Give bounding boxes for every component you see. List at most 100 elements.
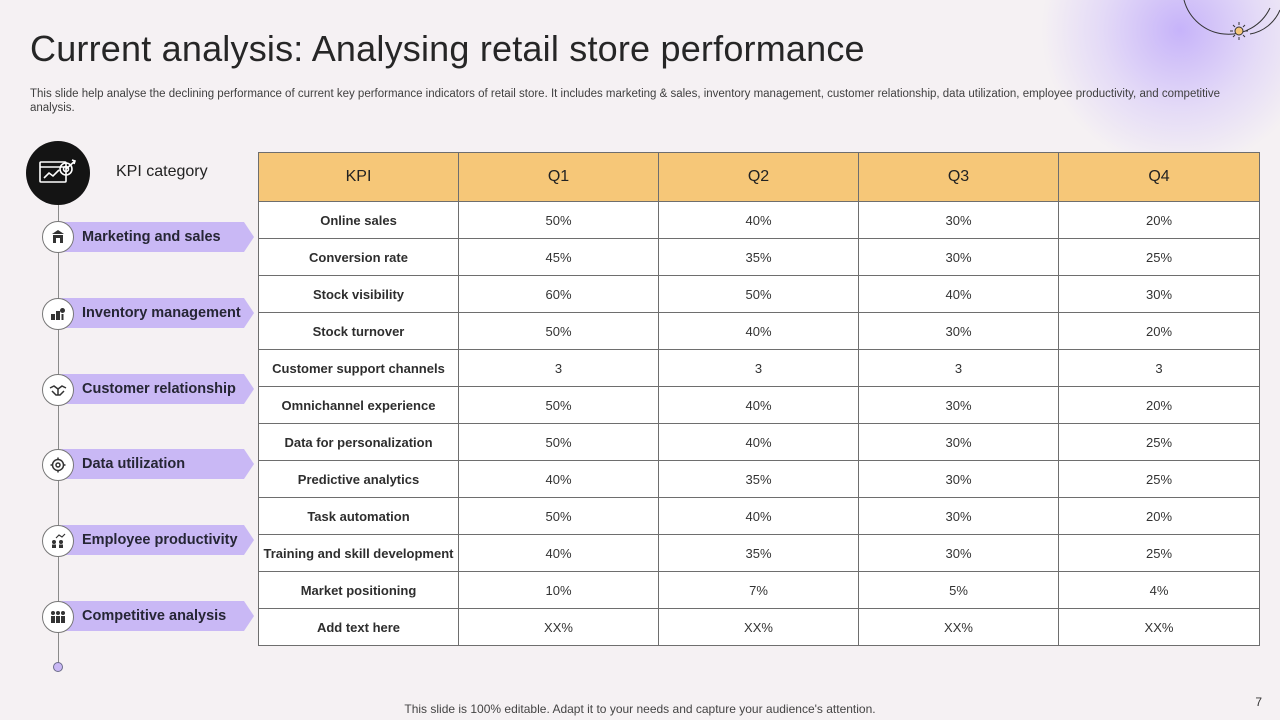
category-banner-marketing — [62, 222, 254, 252]
handshake-icon — [42, 374, 74, 406]
table-cell: 40% — [658, 423, 859, 461]
table-cell: XX% — [1058, 608, 1260, 646]
table-cell: XX% — [458, 608, 659, 646]
table-row: Add text here XX% XX% XX% XX% — [258, 608, 1260, 646]
table-cell: 60% — [458, 275, 659, 313]
table-row: Stock turnover 50% 40% 30% 20% — [258, 312, 1260, 350]
table-cell: 50% — [458, 386, 659, 424]
table-cell: 25% — [1058, 238, 1260, 276]
table-cell: 30% — [858, 460, 1059, 498]
table-cell: 25% — [1058, 534, 1260, 572]
table-row: Task automation 50% 40% 30% 20% — [258, 497, 1260, 535]
table-cell: XX% — [858, 608, 1059, 646]
table-cell: 20% — [1058, 497, 1260, 535]
table-cell: 50% — [458, 312, 659, 350]
table-cell: 3 — [1058, 349, 1260, 387]
table-cell: 3 — [658, 349, 859, 387]
table-row: Online sales 50% 40% 30% 20% — [258, 201, 1260, 239]
table-cell: 5% — [858, 571, 1059, 609]
page-title: Current analysis: Analysing retail store… — [30, 28, 865, 69]
category-label-competitive: Competitive analysis — [82, 608, 227, 624]
page-subtitle: This slide help analyse the declining pe… — [30, 88, 1220, 114]
table-row: Omnichannel experience 50% 40% 30% 20% — [258, 386, 1260, 424]
table-cell: 40% — [858, 275, 1059, 313]
timeline-end-dot — [53, 662, 63, 672]
kpi-name-cell: Add text here — [258, 608, 459, 646]
table-cell: 50% — [458, 497, 659, 535]
table-cell: 4% — [1058, 571, 1260, 609]
table-cell: 30% — [858, 423, 1059, 461]
table-cell: 40% — [658, 386, 859, 424]
table-row: Data for personalization 50% 40% 30% 25% — [258, 423, 1260, 461]
table-cell: 35% — [658, 534, 859, 572]
table-cell: XX% — [658, 608, 859, 646]
kpi-name-cell: Market positioning — [258, 571, 459, 609]
table-cell: 30% — [858, 386, 1059, 424]
table-cell: 45% — [458, 238, 659, 276]
inventory-icon — [42, 298, 74, 330]
team-growth-icon — [42, 525, 74, 557]
table-header-row: KPI Q1 Q2 Q3 Q4 — [258, 152, 1260, 202]
table-row: Conversion rate 45% 35% 30% 25% — [258, 238, 1260, 276]
corner-sparkle-icon — [1183, 0, 1280, 40]
table-cell: 20% — [1058, 201, 1260, 239]
table-cell: 40% — [658, 312, 859, 350]
kpi-table: KPI Q1 Q2 Q3 Q4 Online sales 50% 40% 30%… — [258, 152, 1260, 646]
table-cell: 35% — [658, 460, 859, 498]
dashboard-target-icon — [26, 141, 90, 205]
table-cell: 40% — [658, 201, 859, 239]
table-cell: 30% — [858, 497, 1059, 535]
table-cell: 10% — [458, 571, 659, 609]
kpi-name-cell: Conversion rate — [258, 238, 459, 276]
table-cell: 35% — [658, 238, 859, 276]
table-cell: 40% — [458, 534, 659, 572]
table-cell: 20% — [1058, 386, 1260, 424]
timeline-line — [57, 200, 59, 666]
table-row: Market positioning 10% 7% 5% 4% — [258, 571, 1260, 609]
people-comparison-icon — [42, 601, 74, 633]
category-banner-data — [62, 449, 254, 479]
kpi-category-label: KPI category — [116, 163, 208, 180]
table-cell: 20% — [1058, 312, 1260, 350]
category-banner-employee — [62, 525, 254, 555]
table-cell: 50% — [658, 275, 859, 313]
table-cell: 30% — [1058, 275, 1260, 313]
table-cell: 3 — [458, 349, 659, 387]
kpi-name-cell: Predictive analytics — [258, 460, 459, 498]
table-cell: 25% — [1058, 423, 1260, 461]
table-cell: 25% — [1058, 460, 1260, 498]
column-header-q3: Q3 — [858, 152, 1059, 202]
table-cell: 50% — [458, 201, 659, 239]
table-cell: 40% — [458, 460, 659, 498]
table-row: Training and skill development 40% 35% 3… — [258, 534, 1260, 572]
page-number: 7 — [1255, 695, 1262, 709]
kpi-name-cell: Omnichannel experience — [258, 386, 459, 424]
gear-data-icon — [42, 449, 74, 481]
category-banner-inventory — [62, 298, 254, 328]
table-cell: 40% — [658, 497, 859, 535]
kpi-name-cell: Online sales — [258, 201, 459, 239]
category-label-inventory: Inventory management — [82, 305, 241, 321]
table-row: Customer support channels 3 3 3 3 — [258, 349, 1260, 387]
column-header-q4: Q4 — [1058, 152, 1260, 202]
table-row: Predictive analytics 40% 35% 30% 25% — [258, 460, 1260, 498]
category-label-marketing: Marketing and sales — [82, 229, 221, 245]
column-header-q1: Q1 — [458, 152, 659, 202]
category-banner-customer — [62, 374, 254, 404]
store-icon — [42, 221, 74, 253]
column-header-q2: Q2 — [658, 152, 859, 202]
kpi-name-cell: Stock turnover — [258, 312, 459, 350]
kpi-name-cell: Stock visibility — [258, 275, 459, 313]
kpi-name-cell: Customer support channels — [258, 349, 459, 387]
category-label-customer: Customer relationship — [82, 381, 236, 397]
table-cell: 30% — [858, 312, 1059, 350]
category-label-data: Data utilization — [82, 456, 186, 472]
table-cell: 3 — [858, 349, 1059, 387]
kpi-name-cell: Data for personalization — [258, 423, 459, 461]
table-row: Stock visibility 60% 50% 40% 30% — [258, 275, 1260, 313]
kpi-name-cell: Training and skill development — [258, 534, 459, 572]
table-cell: 50% — [458, 423, 659, 461]
category-banner-competitive — [62, 601, 254, 631]
column-header-kpi: KPI — [258, 152, 459, 202]
footer-note: This slide is 100% editable. Adapt it to… — [404, 702, 876, 716]
